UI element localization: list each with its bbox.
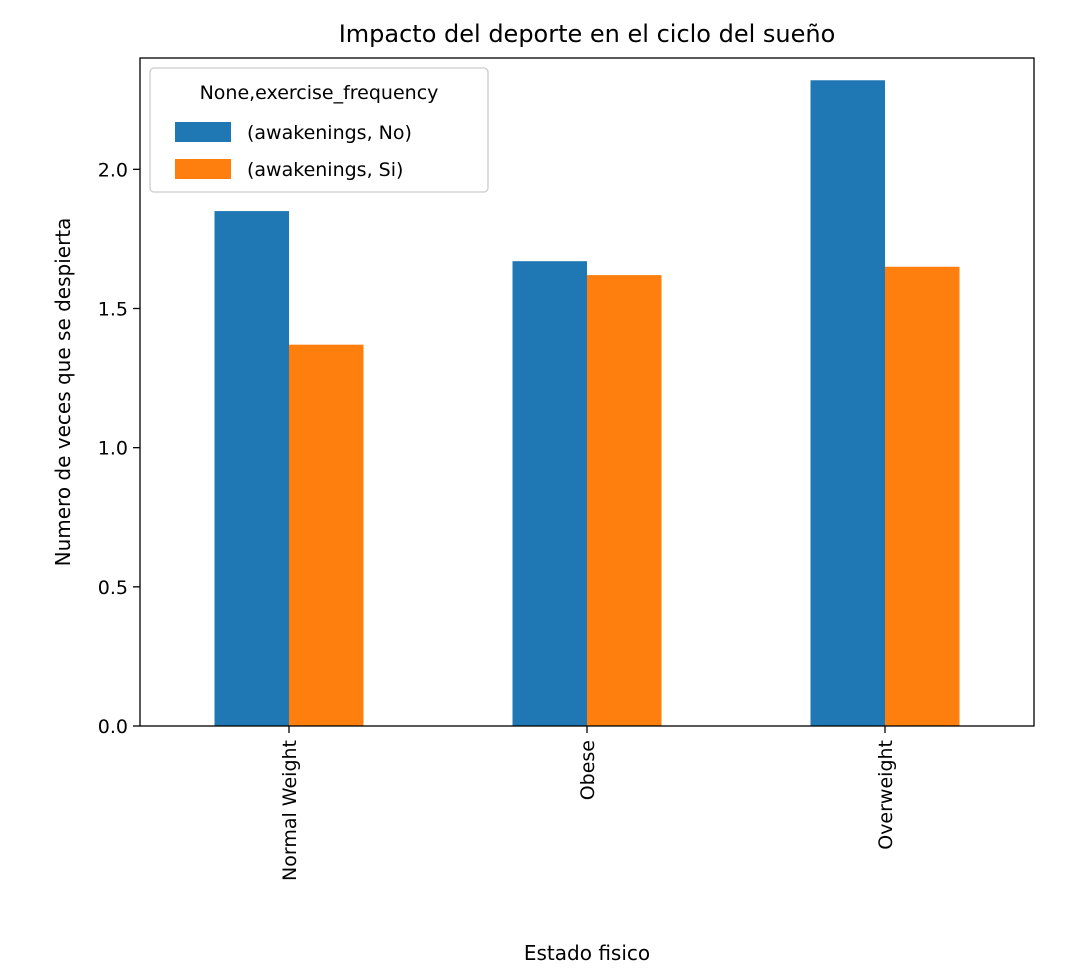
bar-normal-weight-awakenings-si	[289, 344, 364, 726]
y-tick-label: 2.0	[98, 159, 128, 181]
bar-overweight-awakenings-no	[810, 80, 885, 727]
x-tick-label-overweight: Overweight	[875, 740, 897, 850]
x-tick-label-obese: Obese	[577, 740, 599, 800]
x-axis-ticks: Normal Weight Obese Overweight	[279, 726, 897, 881]
plot-border	[139, 57, 1035, 727]
y-tick-label: 0.0	[98, 716, 128, 738]
legend-title: None,exercise_frequency	[200, 82, 439, 104]
bar-obese-awakenings-no	[512, 261, 587, 726]
y-tick-label: 1.0	[98, 438, 128, 460]
legend-swatch-awakenings-no	[175, 122, 231, 142]
bars-layer	[214, 80, 960, 727]
legend-label-awakenings-no: (awakenings, No)	[247, 122, 412, 144]
legend-label-awakenings-si: (awakenings, Si)	[247, 159, 403, 181]
x-tick-label-normal-weight: Normal Weight	[279, 740, 301, 881]
chart-title: Impacto del deporte en el ciclo del sueñ…	[339, 20, 836, 48]
bar-overweight-awakenings-si	[885, 266, 960, 726]
bar-normal-weight-awakenings-no	[214, 211, 289, 727]
x-axis-label: Estado fisico	[524, 941, 650, 965]
bar-obese-awakenings-si	[587, 275, 662, 726]
legend-swatch-awakenings-si	[175, 159, 231, 179]
y-axis-ticks: 0.0 0.5 1.0 1.5 2.0	[98, 159, 140, 738]
y-tick-label: 0.5	[98, 577, 128, 599]
legend: None,exercise_frequency (awakenings, No)…	[149, 67, 489, 193]
y-tick-label: 1.5	[98, 299, 128, 321]
legend-box	[149, 67, 489, 193]
y-axis-label: Numero de veces que se despierta	[51, 218, 75, 567]
